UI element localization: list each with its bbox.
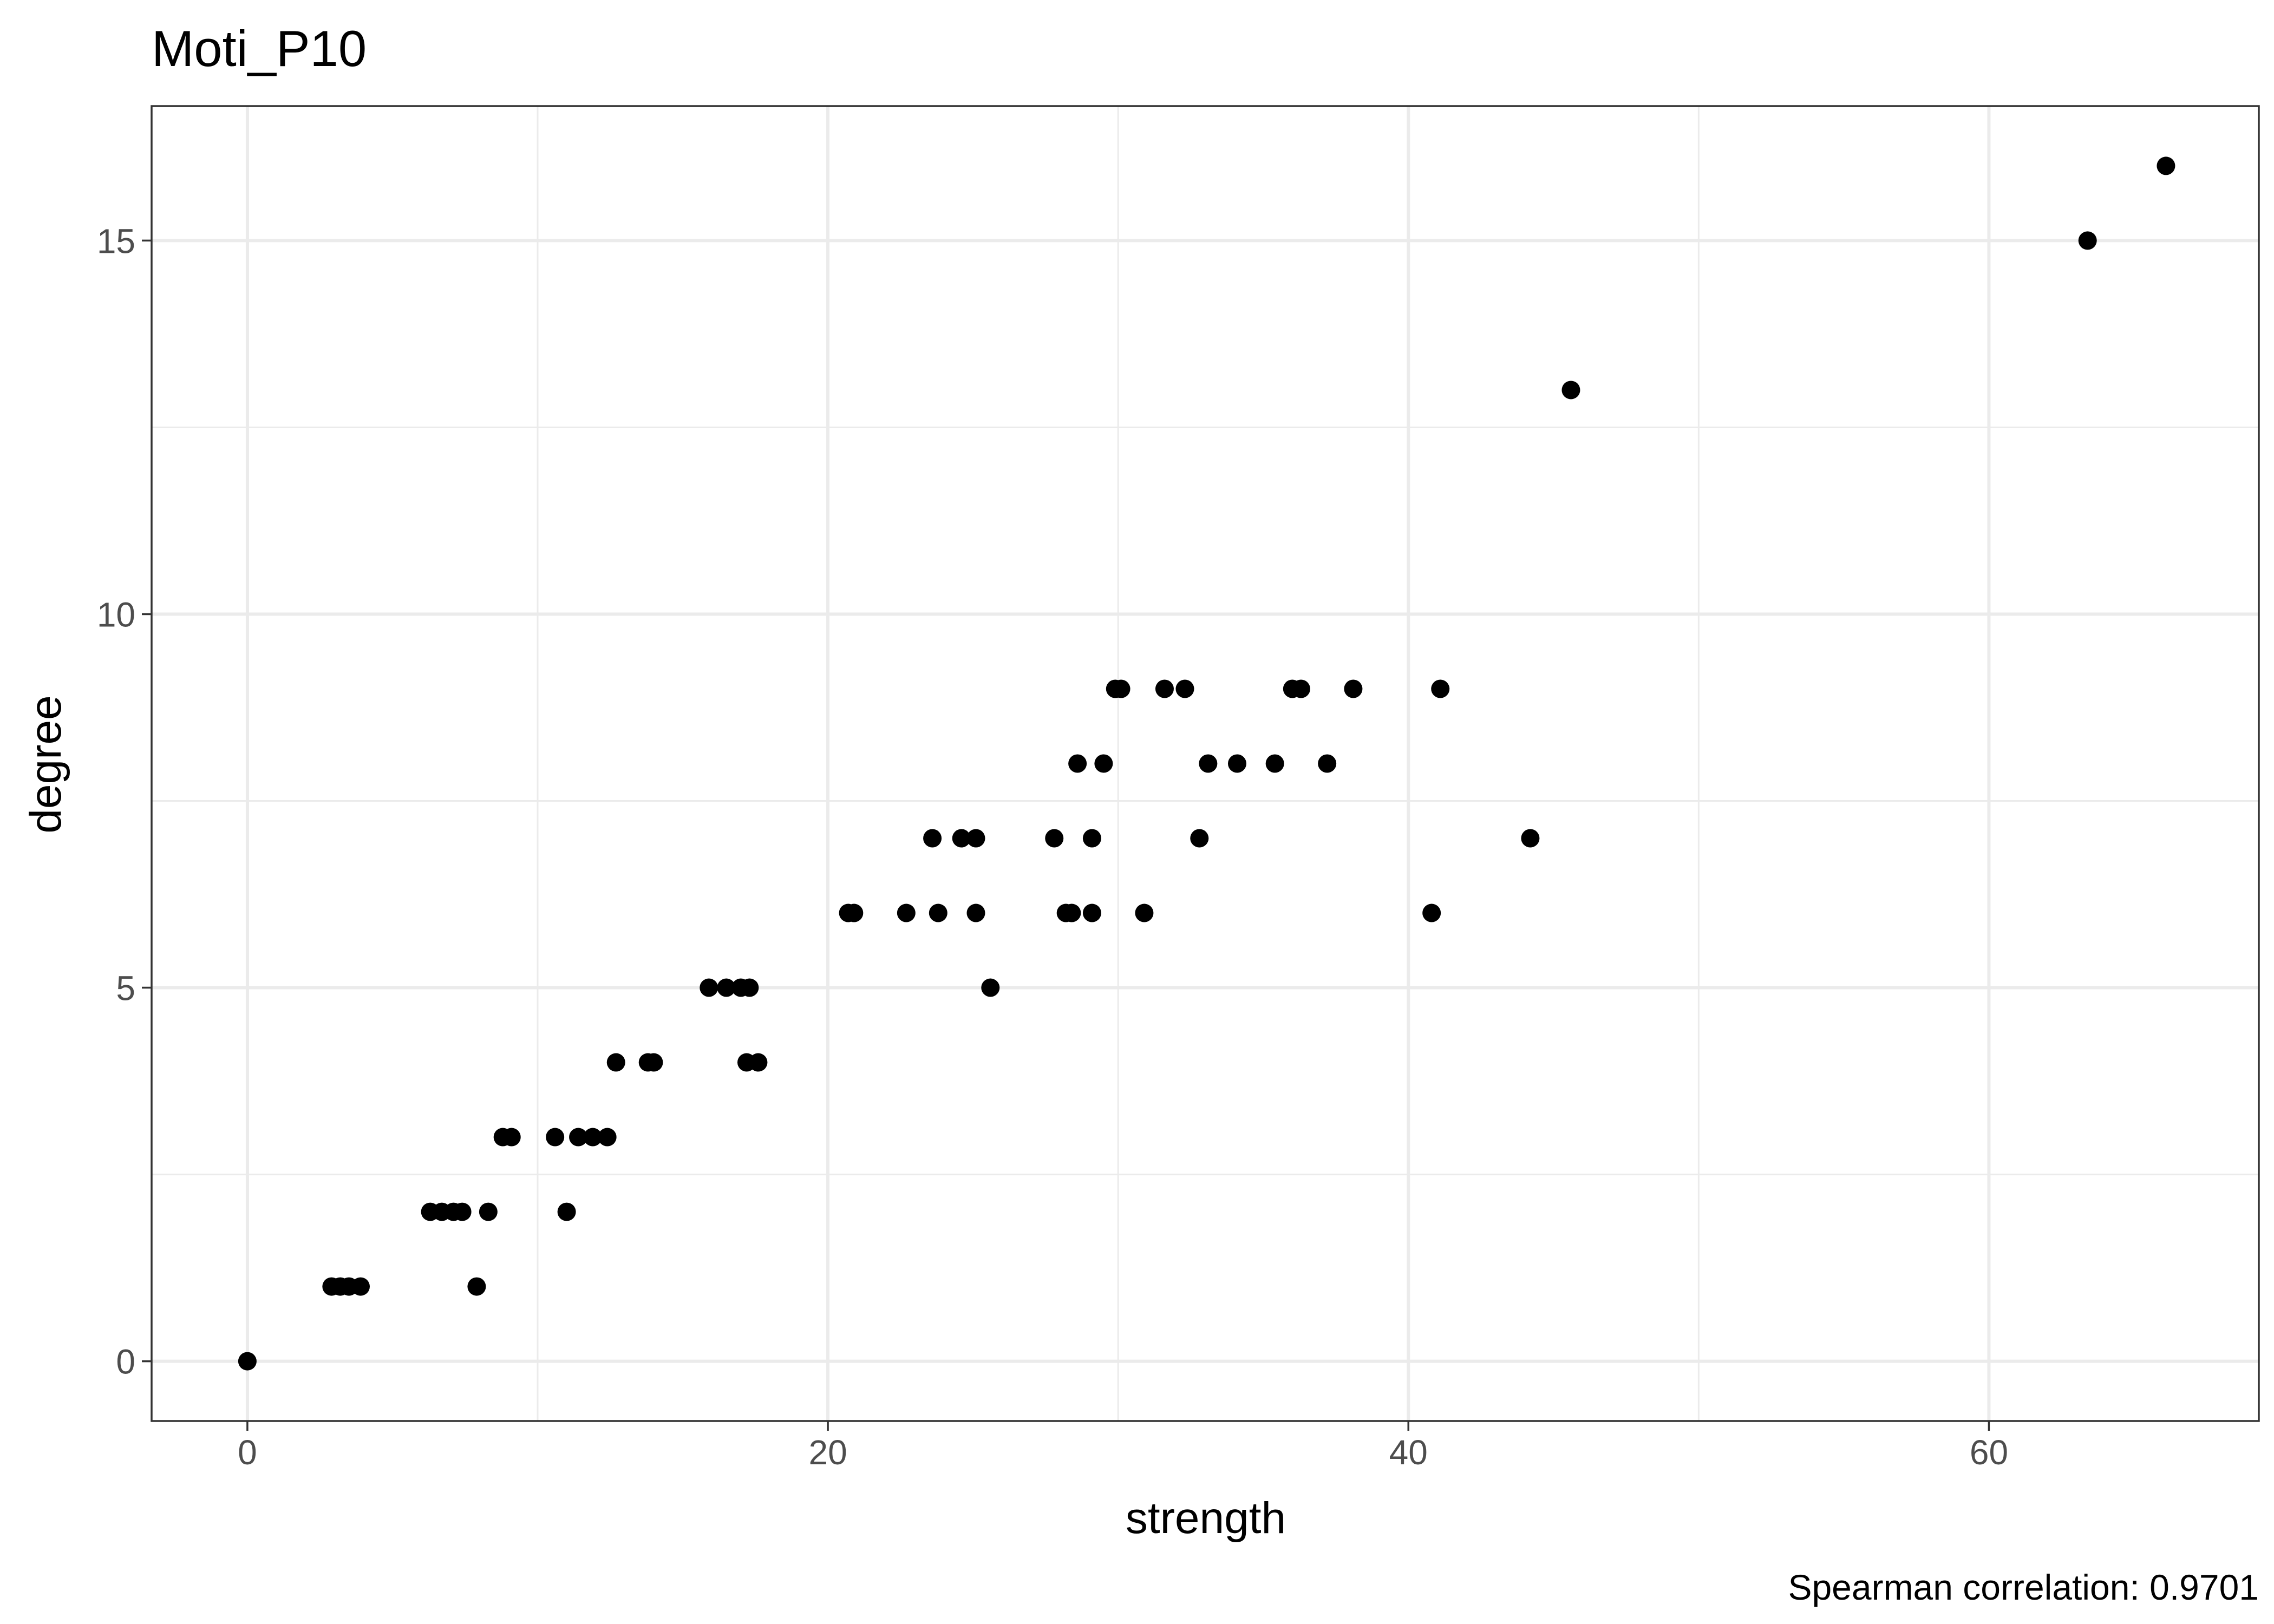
data-point bbox=[700, 978, 718, 997]
data-point bbox=[644, 1053, 663, 1072]
chart-title: Moti_P10 bbox=[152, 20, 367, 77]
data-point bbox=[1190, 829, 1209, 848]
y-axis-ticks: 0 5 10 15 bbox=[97, 221, 152, 1381]
data-point bbox=[923, 829, 942, 848]
data-point bbox=[1422, 903, 1441, 922]
data-point bbox=[740, 978, 759, 997]
x-tick-label: 20 bbox=[808, 1433, 847, 1472]
data-point bbox=[467, 1277, 486, 1296]
x-axis-ticks: 0 20 40 60 bbox=[238, 1421, 2008, 1472]
data-point bbox=[1062, 903, 1081, 922]
y-tick-label: 10 bbox=[97, 595, 135, 634]
data-point bbox=[1068, 754, 1087, 773]
data-point bbox=[966, 829, 985, 848]
data-point bbox=[717, 978, 736, 997]
data-point bbox=[981, 978, 1000, 997]
data-point bbox=[557, 1202, 576, 1221]
y-axis-title: degree bbox=[21, 695, 70, 833]
y-tick-label: 5 bbox=[116, 969, 135, 1008]
x-axis-title: strength bbox=[1126, 1494, 1286, 1543]
data-point bbox=[238, 1352, 257, 1371]
data-point bbox=[1561, 381, 1580, 400]
data-point bbox=[569, 1128, 588, 1147]
data-point bbox=[1175, 679, 1194, 698]
data-point bbox=[845, 903, 864, 922]
data-point bbox=[1318, 754, 1337, 773]
major-gridlines bbox=[152, 106, 2259, 1421]
data-point bbox=[479, 1202, 498, 1221]
data-point bbox=[1094, 754, 1113, 773]
minor-gridlines bbox=[152, 106, 2259, 1421]
data-point bbox=[1431, 679, 1450, 698]
data-point bbox=[606, 1053, 625, 1072]
data-point bbox=[546, 1128, 565, 1147]
plot-panel-border bbox=[151, 105, 2260, 1422]
data-point bbox=[1082, 829, 1101, 848]
data-point bbox=[2078, 231, 2097, 250]
data-point bbox=[1135, 903, 1154, 922]
chart-caption: Spearman correlation: 0.9701 bbox=[1788, 1567, 2259, 1607]
data-point bbox=[502, 1128, 521, 1147]
data-point bbox=[749, 1053, 768, 1072]
y-tick-label: 0 bbox=[116, 1343, 135, 1381]
data-point bbox=[1199, 754, 1218, 773]
data-points bbox=[238, 156, 2175, 1371]
x-tick-label: 0 bbox=[238, 1433, 257, 1472]
data-point bbox=[351, 1277, 370, 1296]
data-point bbox=[952, 829, 971, 848]
data-point bbox=[929, 903, 948, 922]
data-point bbox=[1265, 754, 1284, 773]
data-point bbox=[1344, 679, 1363, 698]
data-point bbox=[1521, 829, 1540, 848]
data-point bbox=[1082, 903, 1101, 922]
data-point bbox=[1291, 679, 1310, 698]
data-point bbox=[897, 903, 916, 922]
data-point bbox=[1045, 829, 1064, 848]
x-tick-label: 40 bbox=[1389, 1433, 1428, 1472]
data-point bbox=[966, 903, 985, 922]
data-point bbox=[1155, 679, 1174, 698]
data-point bbox=[2157, 156, 2175, 175]
y-tick-label: 15 bbox=[97, 221, 135, 260]
x-tick-label: 60 bbox=[1970, 1433, 2008, 1472]
data-point bbox=[1227, 754, 1246, 773]
data-point bbox=[583, 1128, 602, 1147]
data-point bbox=[453, 1202, 472, 1221]
data-point bbox=[1112, 679, 1131, 698]
data-point bbox=[598, 1128, 617, 1147]
